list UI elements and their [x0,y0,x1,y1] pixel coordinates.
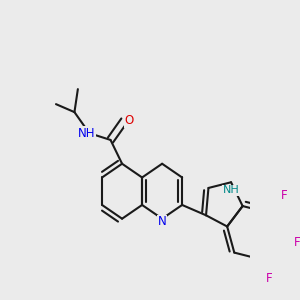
Text: NH: NH [78,127,96,140]
Text: O: O [124,115,134,128]
Text: F: F [293,236,300,249]
Text: F: F [266,272,272,285]
Text: F: F [281,189,287,202]
Text: NH: NH [223,185,239,195]
Text: N: N [158,215,167,228]
